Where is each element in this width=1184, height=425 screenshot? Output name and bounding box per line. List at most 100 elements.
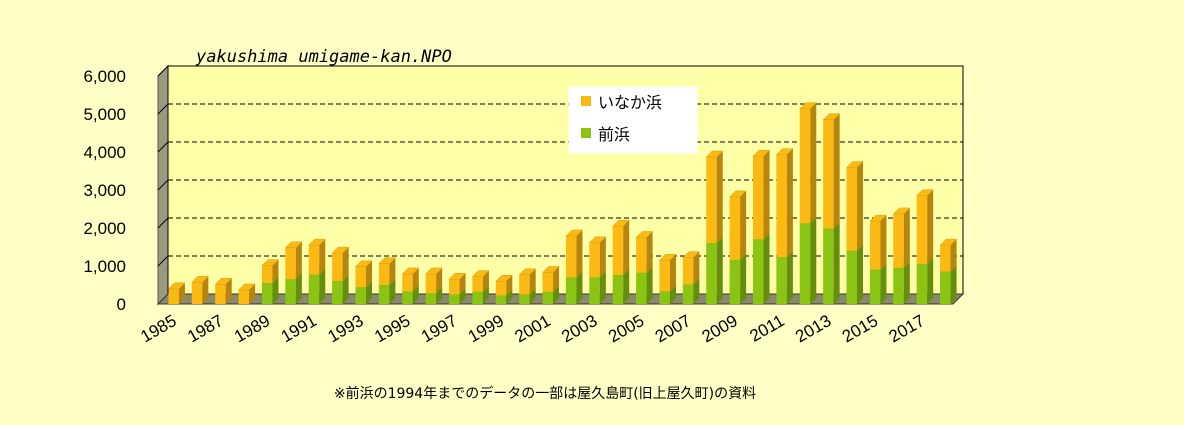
bar-front <box>846 250 858 304</box>
bar-top <box>541 266 560 273</box>
bar-side <box>950 239 957 272</box>
bar-top <box>261 259 280 266</box>
bar-front <box>168 288 179 304</box>
bar-front <box>565 277 577 304</box>
bar-front <box>869 269 881 304</box>
legend-swatch <box>581 128 591 138</box>
bar-side <box>436 267 443 294</box>
bar-side <box>342 247 349 282</box>
bar-top <box>565 229 584 237</box>
bar-top <box>822 113 841 120</box>
bar-side <box>833 222 840 304</box>
bar-inakahama-2014 <box>845 161 864 251</box>
bar-front <box>472 276 483 292</box>
y-tick-label: 6,000 <box>83 67 126 86</box>
bar-inakahama-2006 <box>658 254 677 292</box>
bar-side <box>459 273 466 295</box>
bar-inakahama-1989 <box>261 259 280 284</box>
floor-plane <box>156 293 965 305</box>
bar-side <box>927 258 934 304</box>
bar-side <box>389 279 396 304</box>
bar-front <box>940 271 951 304</box>
bar-side <box>459 288 466 304</box>
bar-inakahama-2018 <box>939 238 958 272</box>
bar-top <box>191 276 209 283</box>
bar-front <box>261 265 273 284</box>
bar-top <box>495 274 513 282</box>
bar-top <box>588 236 607 244</box>
bar-inakahama-2015 <box>869 214 888 270</box>
bar-front <box>636 272 647 304</box>
bar-front <box>215 284 226 304</box>
bar-side <box>880 263 887 304</box>
bar-maehama-2009 <box>729 253 747 304</box>
bar-side <box>786 148 793 258</box>
bar-front <box>378 285 390 304</box>
bar-top <box>518 268 537 275</box>
bar-side <box>646 266 653 304</box>
x-tick-label: 2001 <box>512 311 554 346</box>
bar-inakahama-1987 <box>214 277 233 304</box>
bar-side <box>272 277 279 304</box>
bar-front <box>893 213 904 268</box>
bar-front <box>729 259 741 304</box>
bar-front <box>636 237 647 273</box>
bar-front <box>355 266 367 288</box>
y-tick-label: 4,000 <box>83 143 126 162</box>
bar-side <box>599 236 606 278</box>
bar-front <box>893 267 904 304</box>
bar-inakahama-1993 <box>354 260 373 288</box>
bar-top <box>729 190 747 198</box>
bar-inakahama-2007 <box>682 251 700 285</box>
bar-side <box>389 257 396 285</box>
x-tick-label: 1995 <box>371 311 413 346</box>
bar-maehama-2010 <box>752 233 771 304</box>
bar-front <box>752 239 764 304</box>
y-axis-ticks: 0 1,000 2,000 3,000 4,000 5,000 6,000 <box>83 67 126 314</box>
bar-maehama-2016 <box>892 261 911 304</box>
bar-inakahama-2000 <box>518 268 537 295</box>
bar-front <box>589 242 600 278</box>
bar-side <box>553 266 560 292</box>
bar-front <box>402 291 413 304</box>
bar-side <box>810 102 817 224</box>
bar-top <box>425 267 443 275</box>
bar-side <box>412 267 419 292</box>
x-tick-label: 1997 <box>418 311 460 346</box>
bar-front <box>308 274 320 304</box>
bar-maehama-2017 <box>916 257 934 304</box>
x-axis-ticks: 1985 1987 1989 1991 1993 1995 1997 1999 2001 2003… <box>137 311 927 346</box>
bar-inakahama-1988 <box>237 283 256 304</box>
y-tick-label: 5,000 <box>83 105 126 124</box>
bar-front <box>589 277 600 304</box>
y-tick-label: 3,000 <box>83 181 126 200</box>
chart-floor <box>156 293 965 305</box>
bar-side <box>576 271 583 304</box>
bar-front <box>565 235 577 278</box>
bar-side <box>833 113 840 229</box>
bar-front <box>706 243 717 304</box>
bar-side <box>295 241 302 280</box>
gridline-side <box>157 217 169 229</box>
y-tick-label: 0 <box>117 295 126 314</box>
bar-side <box>857 244 864 304</box>
bar-front <box>706 156 717 244</box>
bar-front <box>682 257 694 285</box>
bar-inakahama-2012 <box>799 102 817 224</box>
bar-maehama-2015 <box>869 263 888 304</box>
bar-side <box>950 265 957 304</box>
bar-side <box>763 150 770 240</box>
bar-front <box>682 284 694 304</box>
bar-front <box>261 283 273 304</box>
bar-side <box>740 253 747 304</box>
bar-side <box>599 271 606 304</box>
bar-front <box>355 287 367 304</box>
x-tick-label: 1999 <box>465 311 507 346</box>
bar-inakahama-2017 <box>916 189 934 265</box>
bar-inakahama-2002 <box>565 229 584 278</box>
bar-front <box>940 245 951 272</box>
bar-inakahama-2001 <box>541 266 560 292</box>
